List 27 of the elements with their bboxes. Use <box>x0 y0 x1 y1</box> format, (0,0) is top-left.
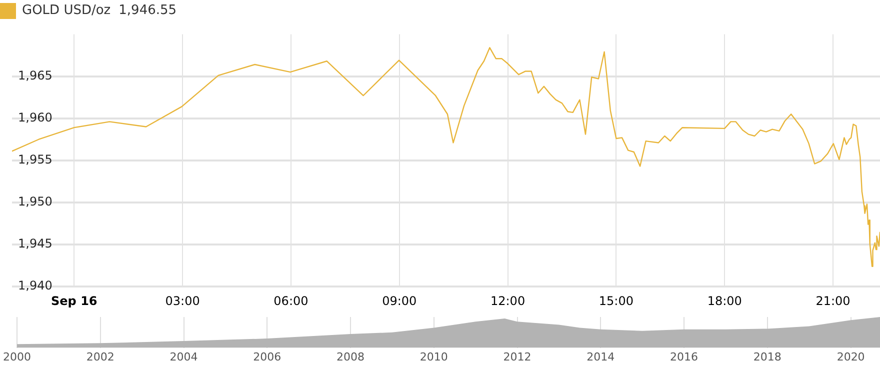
x-tick-label: 2002 <box>86 350 114 364</box>
x-tick-label: 2016 <box>670 350 698 364</box>
y-tick-label: 1,950 <box>18 194 52 209</box>
x-tick-label: 2006 <box>253 350 282 364</box>
x-tick-label: 12:00 <box>490 294 526 308</box>
y-tick-label: 1,960 <box>18 110 52 124</box>
x-tick-label: 06:00 <box>274 294 308 308</box>
x-tick-label: 09:00 <box>382 294 417 308</box>
text: 1,946.55 <box>118 3 177 18</box>
x-tick-label: 03:00 <box>165 294 200 308</box>
x-tick-label: 2010 <box>420 350 448 364</box>
x-tick-label: 15:00 <box>598 294 634 308</box>
x-tick-label: 2014 <box>586 350 615 364</box>
x-tick-label: 18:00 <box>707 294 742 308</box>
y-tick-label: 1,940 <box>18 278 52 293</box>
x-tick-label: Sep 16 <box>51 294 98 308</box>
x-tick-label: 2000 <box>2 350 31 364</box>
x-tick-label: 2018 <box>753 350 782 364</box>
legend-label: GOLD USD/oz <box>22 3 111 18</box>
x-tick-label: 2012 <box>503 350 532 364</box>
y-tick-label: 1,945 <box>18 236 52 251</box>
x-tick-label: 2020 <box>836 350 865 364</box>
x-tick-label: 21:00 <box>816 294 850 308</box>
x-tick-label: 2004 <box>170 350 198 364</box>
y-tick-label: 1,955 <box>18 152 52 167</box>
x-tick-label: 2008 <box>336 350 365 364</box>
y-tick-label: 1,965 <box>18 68 52 82</box>
